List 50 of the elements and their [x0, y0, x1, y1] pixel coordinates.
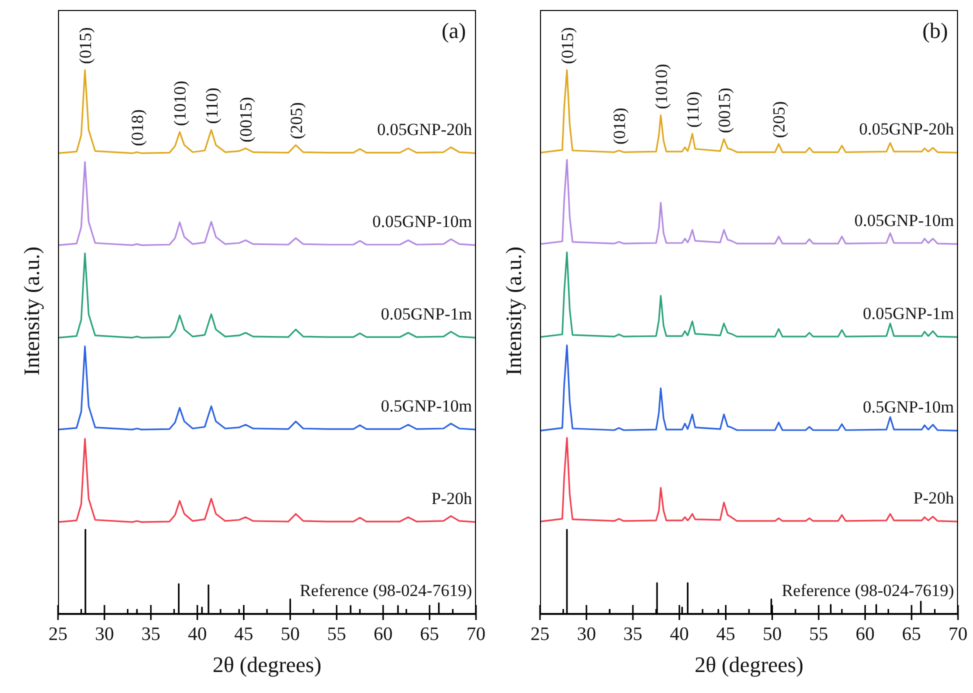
y-axis-title: Intensity (a.u.) [501, 246, 527, 376]
x-tick-label: 35 [141, 624, 160, 645]
series-label: Reference (98-024-7619) [300, 581, 472, 600]
series-label: 0.05GNP-1m [380, 304, 472, 324]
x-tick-label: 40 [670, 624, 689, 645]
text: (a) [442, 18, 466, 44]
annotation: (110) [683, 91, 702, 128]
x-tick-label: 30 [94, 624, 114, 645]
x-tick-label: 55 [327, 624, 346, 645]
x-axis-title: 2θ (degrees) [694, 652, 804, 678]
x-tick-label: 35 [623, 624, 642, 645]
series-label: 0.5GNP-10m [862, 398, 954, 417]
x-tick-label: 55 [809, 624, 828, 645]
text: (b) [922, 18, 948, 44]
x-tick-label: 60 [856, 624, 875, 645]
x-tick-label: 65 [420, 624, 440, 645]
annotation: (205) [770, 101, 789, 138]
x-tick-label: 70 [948, 624, 968, 645]
annotation: (018) [128, 109, 147, 146]
annotation: (110) [202, 88, 222, 124]
y-axis-title: Intensity (a.u.) [19, 246, 45, 376]
x-tick-label: 45 [716, 624, 736, 645]
x-tick-label: 25 [48, 624, 68, 645]
annotation: (018) [610, 108, 629, 145]
x-tick-label: 70 [466, 624, 486, 645]
x-tick-label: 60 [374, 624, 393, 645]
series-label: 0.5GNP-10m [380, 396, 472, 416]
x-tick-label: 40 [188, 624, 207, 645]
series-label: Reference (98-024-7619) [782, 581, 954, 600]
x-tick-label: 45 [234, 624, 254, 645]
annotation: (015) [558, 27, 577, 64]
x-tick-label: 50 [762, 624, 782, 645]
annotation: (0015) [714, 88, 734, 134]
series-label: 0.05GNP-10m [372, 212, 472, 232]
series-label: 0.05GNP-1m [862, 304, 954, 324]
x-tick-label: 30 [576, 624, 596, 645]
x-tick-label: 50 [280, 624, 300, 645]
series-label: P-20h [913, 488, 954, 508]
annotation: (015) [76, 27, 95, 64]
series-label: 0.05GNP-20h [377, 120, 472, 140]
x-tick-label: 25 [530, 624, 550, 645]
series-label: 0.05GNP-10m [854, 211, 954, 230]
annotation: (205) [286, 102, 306, 140]
annotation: (1010) [652, 64, 671, 110]
annotation: (0015) [236, 97, 256, 142]
annotation: (1010) [170, 80, 190, 126]
x-tick-label: 65 [902, 624, 922, 645]
series-label: 0.05GNP-20h [859, 120, 954, 139]
series-label: P-20h [431, 489, 472, 508]
x-axis-title: 2θ (degrees) [212, 652, 322, 678]
